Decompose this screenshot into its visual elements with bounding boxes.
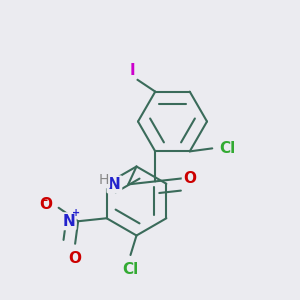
Text: N: N bbox=[108, 177, 121, 192]
Text: +: + bbox=[72, 208, 80, 218]
Text: -: - bbox=[43, 194, 48, 207]
Text: Cl: Cl bbox=[220, 141, 236, 156]
Text: Cl: Cl bbox=[122, 262, 139, 277]
Text: O: O bbox=[183, 171, 196, 186]
Text: O: O bbox=[40, 197, 52, 212]
Text: N: N bbox=[62, 214, 75, 229]
Text: I: I bbox=[130, 63, 136, 78]
Text: O: O bbox=[69, 251, 82, 266]
Text: H: H bbox=[98, 173, 109, 187]
